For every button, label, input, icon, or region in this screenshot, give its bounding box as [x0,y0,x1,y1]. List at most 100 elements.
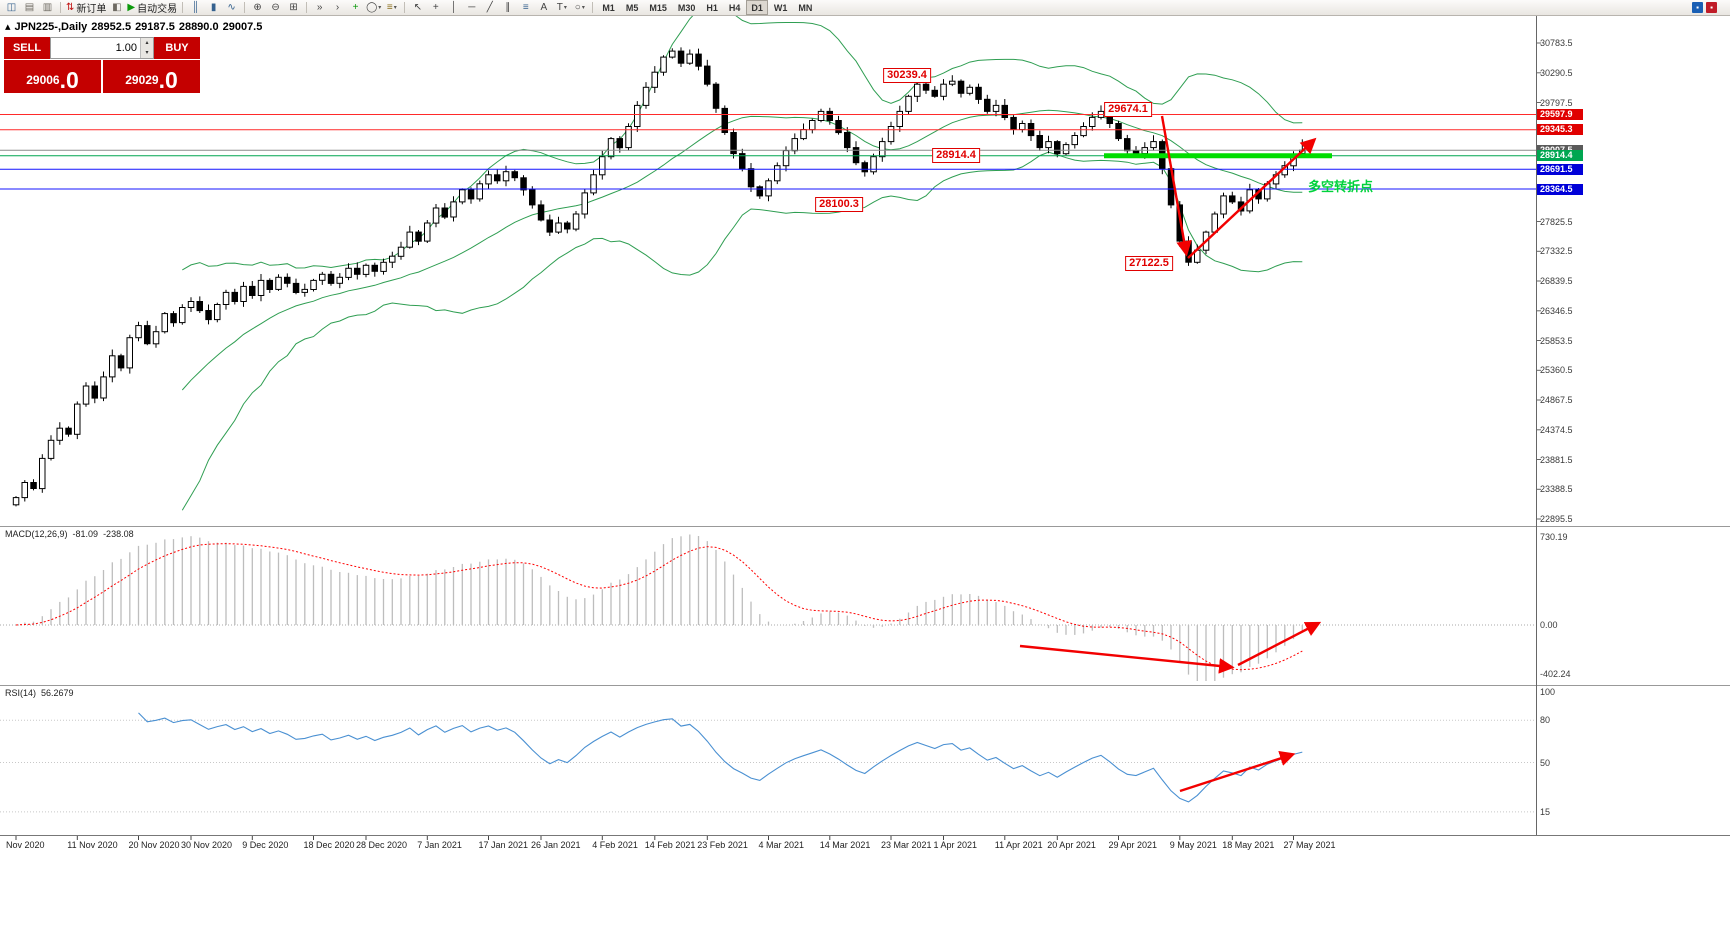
chevron-down-icon: ▾ [378,5,382,11]
market-watch-button[interactable]: ▥ [39,1,56,15]
ohlc-low: 28890.0 [178,21,219,33]
volume-up-button[interactable]: ▴ [140,38,153,48]
price-annotation[interactable]: 28100.3 [815,196,863,212]
macd-axis-label: 730.19 [1540,532,1568,542]
chevron-down-icon: ▾ [581,5,585,11]
timeframe-m1[interactable]: M1 [602,2,615,13]
arrows-tool-button[interactable]: T ▾ [553,1,570,15]
date-axis-label: 9 May 2021 [1169,840,1217,850]
auto-scroll-button[interactable]: » [311,1,328,15]
notifications-icon[interactable]: ▪ [1692,2,1703,13]
volume-input[interactable]: 1.00 [115,42,137,54]
autotrade-button: ▶ [127,2,136,13]
timeframe-h1[interactable]: H1 [706,2,718,13]
candlestick-chart-button[interactable]: ▮ [205,1,222,15]
macd-axis-label: 0.00 [1540,620,1558,630]
timeframe-m30[interactable]: M30 [677,2,696,13]
periods-icon: ◯ [366,2,378,13]
cursor-button[interactable]: ↖ [409,1,426,15]
terminal-button[interactable]: ◧ [108,1,125,15]
buy-price-display[interactable]: 29029 .0 [103,60,200,93]
zoom-in-button[interactable]: ⊕ [249,1,266,15]
fibonacci-button[interactable]: ≡ [517,1,534,15]
timeframe-h4[interactable]: H4 [728,2,741,13]
indicators-icon: + [352,2,359,13]
price-axis-label: 27825.5 [1540,216,1573,227]
sell-price-display[interactable]: 29006 .0 [4,60,101,93]
price-annotation[interactable]: 27122.5 [1125,255,1173,271]
macd-axis-label: -402.24 [1540,668,1571,679]
fibonacci-icon: ≡ [522,2,529,13]
zoom-out-button[interactable]: ⊖ [267,1,284,15]
price-axis-label: 26346.5 [1540,305,1573,316]
toolbar-separator [60,2,61,13]
timeframe-d1[interactable]: D1 [746,0,768,15]
price-annotation[interactable]: 30239.4 [883,67,931,83]
new-order-button-button[interactable]: ⇅ 新订单 [65,1,107,15]
tile-windows-icon: ⊞ [289,2,298,13]
horizontal-line-button[interactable]: ─ [463,1,480,15]
date-axis-label: 23 Feb 2021 [697,840,748,850]
macd-value-2: -238.08 [103,529,134,539]
collapse-icon[interactable]: ▴ [5,21,11,33]
new-chart-icon: ◫ [6,2,17,13]
timeframe-m15[interactable]: M15 [649,2,667,13]
profiles-button[interactable]: ▤ [21,1,38,15]
date-axis-label: 27 May 2021 [1283,840,1336,850]
date-axis-label: 20 Nov 2020 [128,840,180,850]
market-watch-icon: ▥ [42,2,53,13]
channel-button[interactable]: ∥ [499,1,516,15]
trendline-icon: ╱ [486,2,493,13]
autotrade-button-button[interactable]: ▶ 自动交易 [126,1,178,15]
sell-price-decimal: .0 [59,67,79,93]
timeframe-m5[interactable]: M5 [625,2,639,13]
arrows-tool-icon: T [556,2,563,13]
toolbar-separator [244,2,246,13]
chevron-down-icon: ▾ [393,5,397,11]
sell-button[interactable]: SELL [4,37,50,59]
date-axis-label: 4 Mar 2021 [758,840,805,850]
tile-windows-button[interactable]: ⊞ [285,1,302,15]
trendline-button[interactable]: ╱ [481,1,498,15]
volume-field: 1.00 ▴ ▾ [50,37,154,59]
price-annotation[interactable]: 28914.4 [932,147,980,163]
rsi-title-text: RSI(14) [5,688,37,698]
chevron-down-icon: ▾ [563,5,567,11]
price-axis-label: 23388.5 [1540,484,1573,495]
volume-down-button[interactable]: ▾ [140,48,153,58]
toolbar-separator [592,2,594,13]
date-axis-label: 28 Dec 2020 [356,840,408,850]
periods-button[interactable]: ◯ ▾ [365,1,382,15]
alerts-icon[interactable]: ▪ [1706,2,1717,13]
date-axis-label: 29 Apr 2021 [1108,840,1158,850]
timeframe-w1[interactable]: W1 [773,2,788,13]
trend-note[interactable]: 多空转折点 [1308,179,1374,194]
date-axis-label: 4 Feb 2021 [592,840,638,850]
indicators-button[interactable]: + [347,1,364,15]
cursor-icon: ↖ [413,2,422,13]
buy-button[interactable]: BUY [154,37,200,59]
date-axis-label: 7 Jan 2021 [417,840,462,850]
chart-shift-button[interactable]: › [329,1,346,15]
price-axis-label: 22895.5 [1540,514,1573,524]
date-axis-label: 17 Jan 2021 [478,840,529,850]
channel-icon: ∥ [505,2,511,13]
vertical-line-button[interactable]: │ [445,1,462,15]
toolbar: ◫ ▤ ▥ ⇅ 新订单 ◧ ▶ 自动交易 ║ ▮ ∿ ⊕ ⊖ ⊞» › + ◯ ▾ ≡ ▾ ↖ + │ ─ ╱ ∥ ≡ A T ▾ ○ ▾ M1… [0,0,1730,16]
price-axis-label: 24867.5 [1540,395,1573,405]
new-chart-button[interactable]: ◫ [3,1,20,15]
bar-chart-button[interactable]: ║ [187,1,204,15]
text-button[interactable]: A [535,1,552,15]
zoom-in-icon: ⊕ [253,2,262,13]
price-annotation[interactable]: 29674.1 [1104,101,1152,117]
shapes-button[interactable]: ○ ▾ [571,1,588,15]
date-axis-label: 18 May 2021 [1222,840,1275,850]
timeframe-mn[interactable]: MN [798,2,813,13]
date-axis-label: 14 Mar 2021 [819,840,871,850]
line-chart-button[interactable]: ∿ [223,1,240,15]
templates-button[interactable]: ≡ ▾ [383,1,400,15]
one-click-trading-panel: SELL 1.00 ▴ ▾ BUY 29006 .0 29029 .0 [4,37,200,93]
resistance-line-2-label: 29345.3 [1537,124,1583,136]
crosshair-button[interactable]: + [427,1,444,15]
